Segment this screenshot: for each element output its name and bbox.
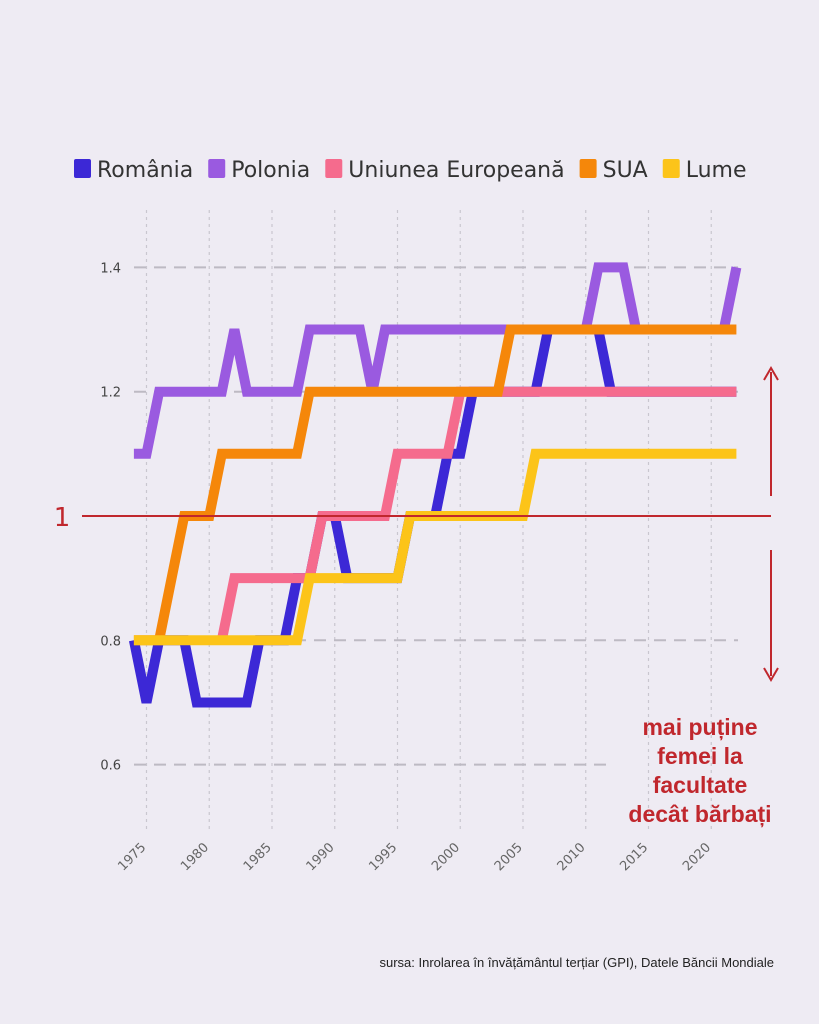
legend-swatch-0 (74, 159, 91, 178)
legend-swatch-4 (662, 159, 680, 178)
y-tick-label-0.8: 0.8 (100, 634, 121, 649)
x-tick-label-1975: 1975 (115, 840, 149, 874)
reference-line-label: 1 (54, 503, 71, 533)
legend-label-0: România (97, 158, 193, 183)
series-line-3 (133, 324, 737, 646)
arrows (763, 366, 779, 682)
legend-swatch-1 (208, 159, 226, 178)
annotation-text: mai puține femei la facultate decât bărb… (600, 713, 800, 829)
y-tick-label-0.6: 0.6 (100, 759, 121, 774)
x-tick-label-1985: 1985 (241, 840, 275, 874)
x-tick-label-2020: 2020 (680, 840, 714, 874)
legend-label-1: Polonia (231, 158, 310, 183)
legend-label-3: SUA (603, 158, 648, 183)
series-lines (128, 262, 742, 708)
y-tick-label-1.2: 1.2 (100, 386, 121, 401)
legend-swatch-3 (579, 159, 597, 178)
x-axis-ticks: 1975 1980 1985 1990 1995 2000 2005 2010 2015 2020 (115, 840, 714, 874)
x-tick-label-2015: 2015 (617, 840, 651, 874)
annotation-line-2: femei la (657, 743, 743, 769)
annotation-line-3: facultate (652, 772, 748, 798)
y-tick-label-1.4: 1.4 (100, 261, 121, 276)
arrow-up-head (763, 366, 779, 381)
y-axis-ticks: 0.6 0.8 1.2 1.4 (100, 261, 121, 773)
series-line-1 (133, 262, 742, 459)
x-tick-label-2005: 2005 (492, 840, 526, 874)
legend-label-2: Uniunea Europeană (348, 158, 564, 183)
x-tick-label-1990: 1990 (304, 840, 338, 874)
x-tick-label-2010: 2010 (555, 840, 589, 874)
annotation-line-1: mai puține (642, 714, 758, 740)
arrow-down-head (763, 667, 779, 682)
source-note: sursa: Inrolarea în învățământul terțiar… (379, 955, 774, 970)
legend-swatch-2 (325, 159, 343, 178)
x-tick-label-1980: 1980 (178, 840, 212, 874)
legend-label-4: Lume (686, 158, 747, 183)
legend: România Polonia Uniunea Europeană SUA Lume (74, 158, 747, 183)
x-tick-label-2000: 2000 (429, 840, 463, 874)
annotation-line-4: decât bărbați (628, 801, 772, 827)
x-tick-label-1995: 1995 (366, 840, 400, 874)
